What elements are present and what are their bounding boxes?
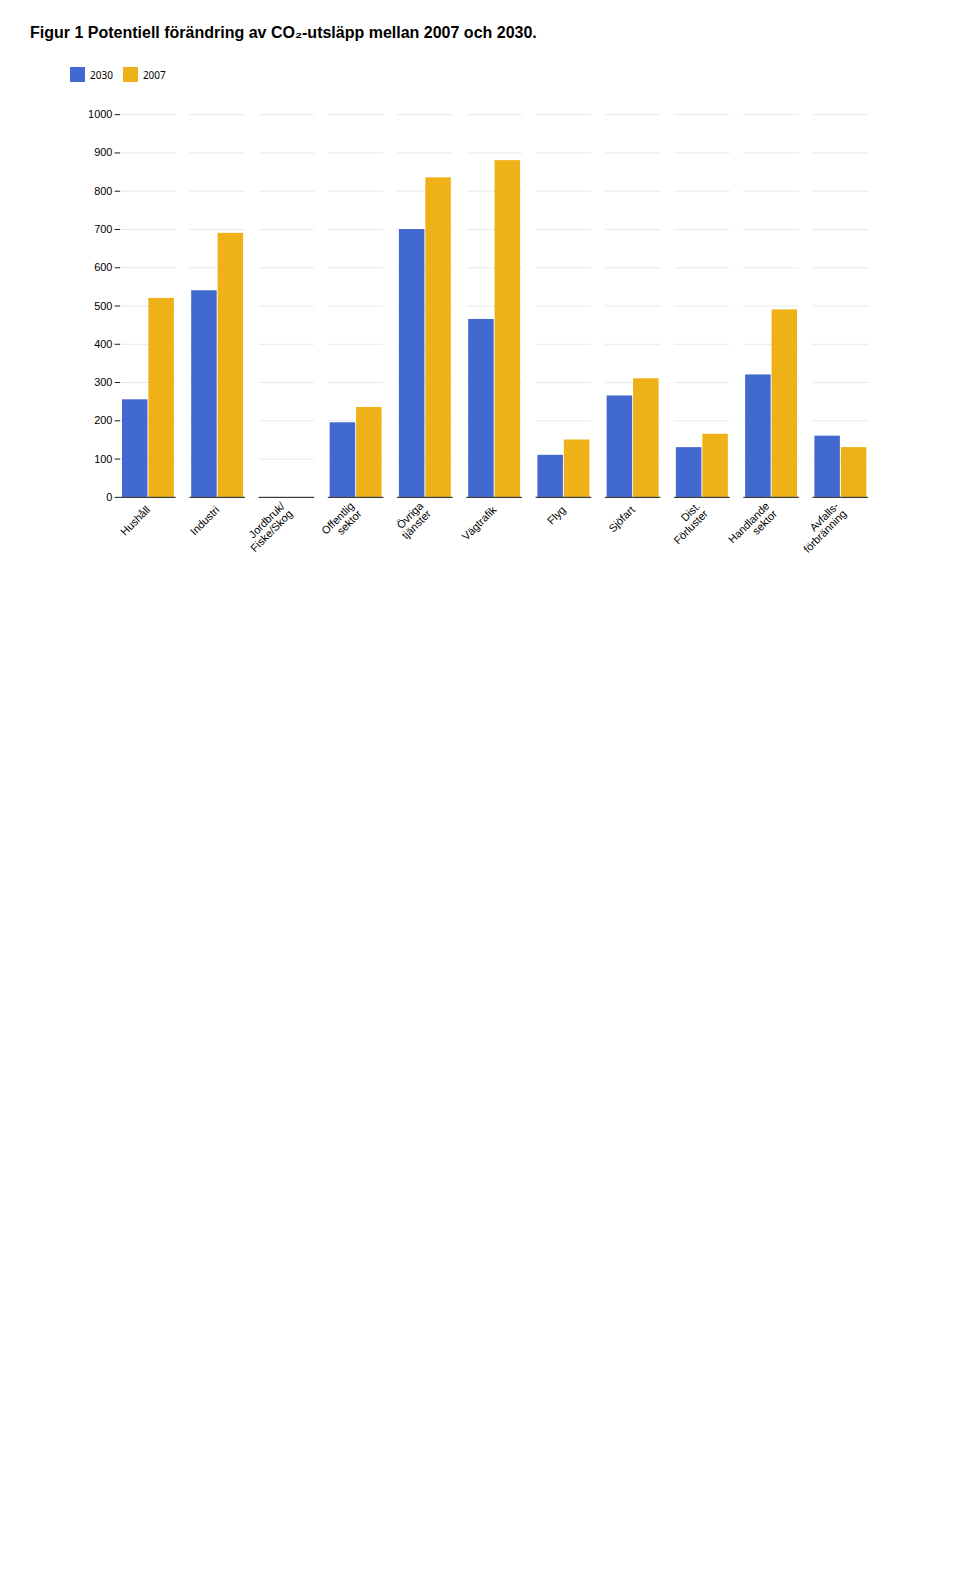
svg-text:Offentligsektor: Offentligsektor [319,499,364,544]
html-text:2007: 2007 [142,67,166,82]
svg-text:Jordbruk/Fiske/Skog: Jordbruk/Fiske/Skog [240,499,295,554]
svg-text:400: 400 [94,338,112,350]
svg-text:Vägtrafik: Vägtrafik [459,503,498,542]
svg-text:Avfalls-förbränning: Avfalls-förbränning [793,499,849,555]
svg-text:700: 700 [94,223,112,235]
html-text:Figur 1 Potentiell förändring: Figur 1 Potentiell förändring av CO₂-uts… [30,24,537,41]
svg-text:300: 300 [94,376,112,388]
svg-text:200: 200 [94,414,112,426]
svg-text:500: 500 [94,300,112,312]
svg-text:1000: 1000 [88,108,112,120]
html-text:2030: 2030 [90,67,113,82]
svg-text:Hushåll: Hushåll [118,504,152,538]
svg-text:Dist.Förluster: Dist.Förluster [663,499,710,546]
svg-text:Industri: Industri [188,504,222,538]
svg-text:600: 600 [94,261,112,273]
svg-text:Sjöfart: Sjöfart [606,504,637,535]
svg-text:800: 800 [94,185,112,197]
svg-text:Övrigatjänster: Övrigatjänster [392,499,434,541]
svg-text:Flyg: Flyg [545,504,568,527]
svg-text:Handlandesektor: Handlandesektor [726,499,780,553]
svg-text:900: 900 [94,146,112,158]
svg-text:0: 0 [106,491,112,503]
svg-text:100: 100 [94,453,112,465]
